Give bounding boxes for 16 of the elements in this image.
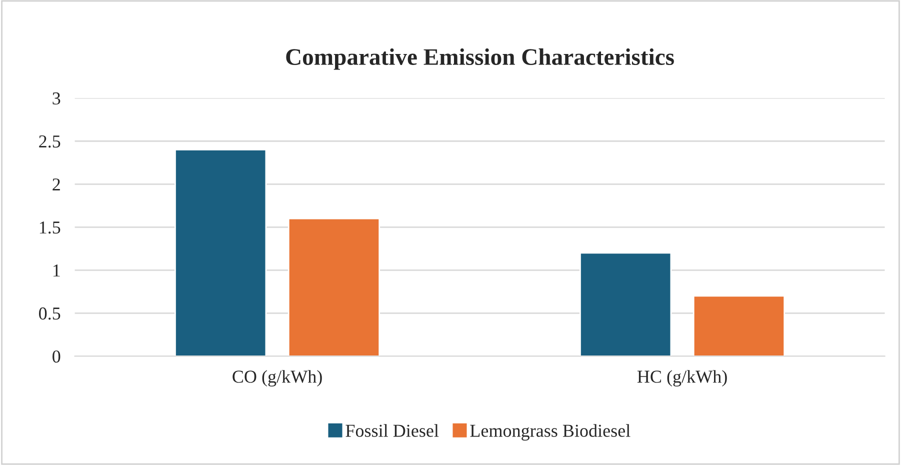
x-tick-label: HC (g/kWh) [637, 370, 727, 387]
chart-title: Comparative Emission Characteristics [286, 48, 674, 70]
y-tick-label: 1 [53, 264, 60, 276]
y-tick-label: 1.5 [40, 221, 60, 234]
y-tick-label: 0.5 [39, 307, 60, 320]
y-tick-label: 0 [52, 350, 60, 363]
legend-label: Lemongrass Biodiesel [470, 424, 630, 441]
legend-label: Fossil Diesel [346, 424, 439, 437]
bar [692, 295, 786, 356]
bar [174, 149, 267, 356]
y-tick-label: 2 [52, 178, 60, 190]
bar [580, 252, 672, 356]
bar [288, 218, 380, 356]
x-tick-label: CO (g/kWh) [232, 370, 322, 387]
y-tick-label: 2.5 [39, 135, 60, 148]
y-tick-label: 3 [52, 92, 60, 105]
